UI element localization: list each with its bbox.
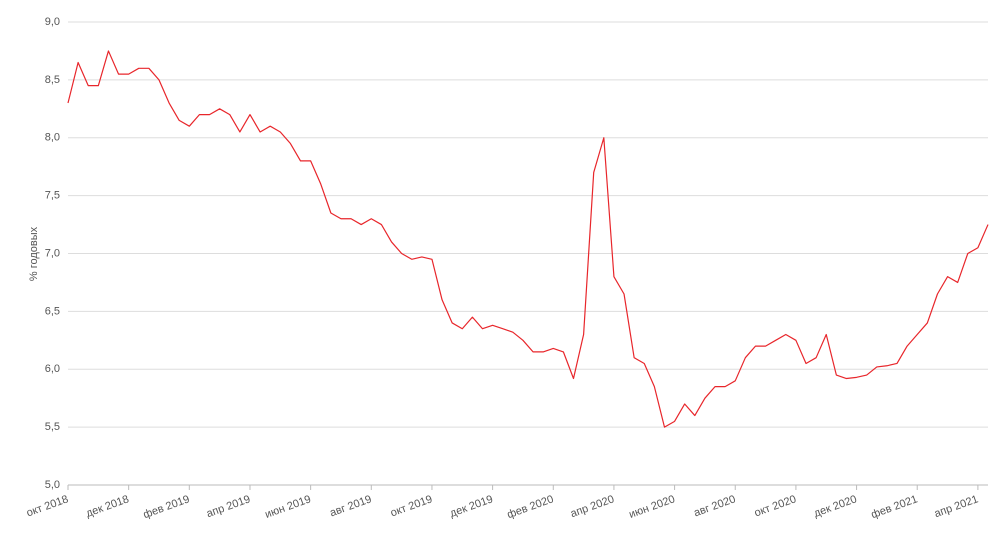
x-tick-label: окт 2018	[25, 493, 70, 519]
x-tick-label: окт 2020	[753, 493, 798, 519]
y-tick-label: 6,0	[45, 363, 60, 375]
x-tick-label: авг 2020	[692, 493, 737, 519]
y-tick-label: 7,0	[45, 247, 60, 259]
x-tick-label: окт 2019	[389, 493, 434, 519]
y-axis-label: % годовых	[28, 226, 40, 281]
x-tick-label: апр 2019	[205, 493, 252, 520]
x-tick-label: фев 2020	[506, 493, 556, 521]
y-tick-label: 5,0	[45, 479, 60, 491]
x-tick-label: фев 2019	[142, 493, 192, 521]
x-tick-label: дек 2019	[448, 493, 494, 520]
y-tick-label: 6,5	[45, 305, 60, 317]
x-tick-label: апр 2020	[569, 493, 616, 520]
x-tick-label: июн 2020	[627, 493, 676, 521]
y-tick-label: 5,5	[45, 421, 60, 433]
y-tick-label: 9,0	[45, 16, 60, 28]
x-tick-label: дек 2020	[812, 493, 858, 520]
y-tick-label: 8,0	[45, 132, 60, 144]
x-tick-label: июн 2019	[263, 493, 312, 521]
y-tick-label: 7,5	[45, 190, 60, 202]
x-tick-label: дек 2018	[84, 493, 130, 520]
x-tick-label: авг 2019	[328, 493, 373, 519]
y-tick-label: 8,5	[45, 74, 60, 86]
x-tick-label: фев 2021	[870, 493, 920, 521]
x-tick-label: апр 2021	[933, 493, 980, 520]
line-series	[67, 50, 989, 428]
